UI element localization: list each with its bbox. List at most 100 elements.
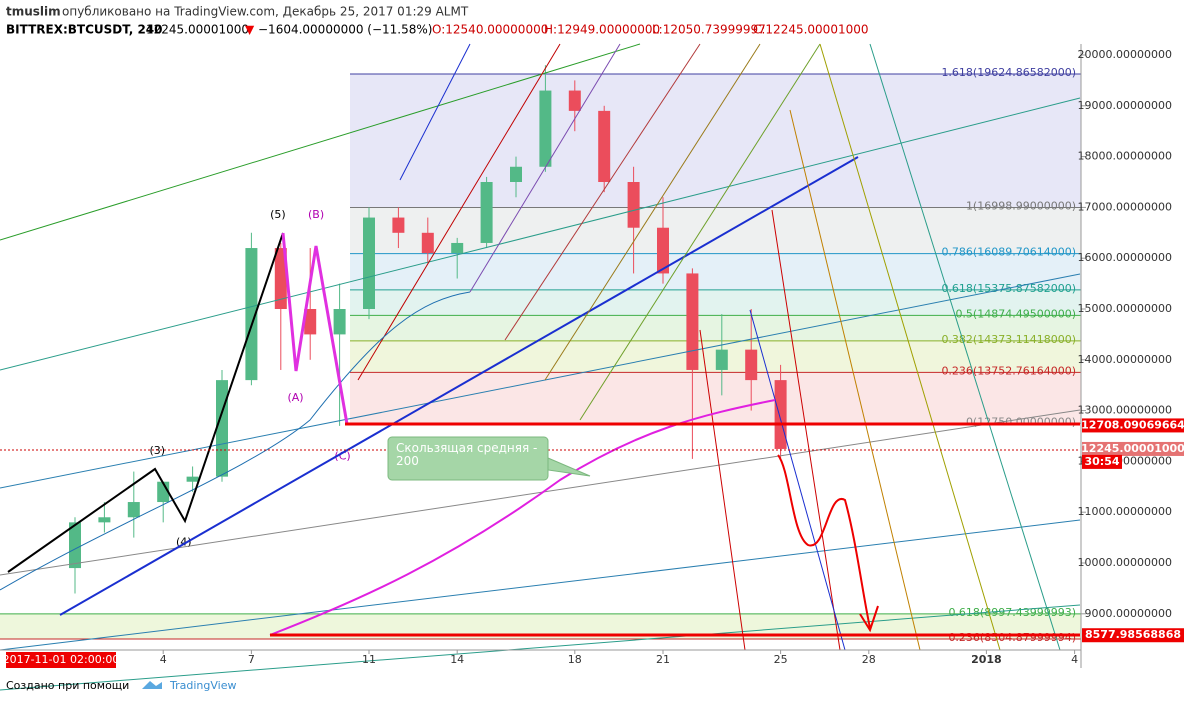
forecast-arrow [777, 454, 871, 629]
pitchfork-line [357, 43, 561, 381]
x-tick-label: 21 [656, 653, 670, 666]
abc-wave [281, 232, 349, 425]
fib-zone [350, 289, 1081, 316]
pitchfork-line [504, 43, 701, 341]
x-tick-label: 14 [450, 653, 464, 666]
pitchfork-line [469, 43, 621, 293]
y-tick-label: 20000.00000000 [1078, 48, 1172, 61]
candle-body [480, 182, 493, 243]
fib-label: 0.382(14373.11418000) [941, 333, 1076, 346]
price-tag-label: 12708.09069664 [1081, 418, 1184, 431]
candle-body [568, 90, 581, 111]
footer-text: Создано при помощи [6, 679, 129, 692]
fib-zone [350, 74, 1081, 208]
callout-wrap: Скользящая средняя - 200 [396, 442, 538, 468]
callout: Скользящая средняя - 200 [387, 436, 591, 481]
candle-body [774, 380, 787, 449]
candle-body [421, 232, 434, 254]
channel-line [0, 519, 1081, 651]
y-tick-label: 15000.00000000 [1078, 302, 1172, 315]
candle-body [392, 217, 405, 233]
open: O:12540.00000000 [432, 23, 548, 37]
fib-label: 0.236(13752.76164000) [941, 364, 1076, 377]
y-tick-label: 16000.00000000 [1078, 251, 1172, 264]
price-tag [1082, 454, 1122, 469]
last-price: 12245.00001000 [146, 23, 249, 37]
fib-label: 1.618(19624.86582000) [941, 66, 1076, 79]
y-tick-label: 13000.00000000 [1078, 404, 1172, 417]
wave-label: (B) [308, 208, 324, 221]
x-tick-label: 7 [248, 653, 255, 666]
fan-line [789, 109, 921, 651]
channel-line [0, 409, 1081, 576]
drawings [0, 43, 1081, 691]
candle-body [186, 476, 199, 482]
fan-line [699, 329, 746, 651]
callout-text: Скользящая средняя - 200 [396, 442, 538, 468]
fan-line [749, 309, 846, 651]
candle-body [451, 242, 464, 254]
price-tag-label: 12245.00001000 [1081, 442, 1184, 455]
candle-body [274, 248, 287, 309]
fib-zone [350, 372, 1081, 424]
candle-body [69, 522, 81, 569]
close: C:12245.00001000 [753, 23, 869, 37]
fib-label: 0(12750.00000000) [966, 415, 1076, 428]
brand[interactable]: TradingView [169, 679, 236, 692]
plot-area: 1.618(19624.86582000) 1(16998.99000000) 0.… [0, 65, 1081, 644]
channel-line [0, 43, 641, 241]
channel-line [0, 273, 1081, 489]
ema-line [0, 291, 471, 591]
candle-body [627, 182, 640, 228]
candle-body [127, 502, 140, 518]
price-axis [1081, 44, 1184, 668]
change: −1604.00000000 (−11.58%) [258, 23, 432, 37]
wave-label: (5) [270, 208, 286, 221]
elliott-wave [7, 232, 284, 573]
x-tick-label: 28 [862, 653, 876, 666]
axes: 20000.00000000 19000.00000000 18000.000000… [3, 48, 1184, 668]
fan-line [771, 209, 841, 651]
symbol: BITTREX:BTCUSDT, 240 [6, 23, 163, 37]
y-tick-label: 9000.00000000 [1085, 607, 1172, 620]
published: опубликовано на TradingView.com, Декабрь… [62, 5, 469, 19]
callout-box [387, 436, 549, 481]
x-tick-label: 18 [568, 653, 582, 666]
candle-body [510, 166, 522, 182]
pitchfork-line [399, 43, 471, 181]
fan-line [869, 43, 1061, 651]
fib-zone [350, 253, 1081, 290]
fib-label: 1(16998.99000000) [966, 199, 1076, 212]
x-tick-label: 4 [1071, 653, 1078, 666]
pitchfork-line [579, 43, 821, 421]
candle-body [363, 217, 375, 309]
ma-200 [269, 399, 776, 636]
x-tick-label: 25 [774, 653, 788, 666]
fan-line [819, 43, 1001, 651]
y-tick-label: 14000.00000000 [1078, 353, 1172, 366]
author[interactable]: tmuslim [6, 5, 61, 19]
y-tick-label: 18000.00000000 [1078, 150, 1172, 163]
candle-body [686, 273, 699, 370]
fib-label: 0.236(8504.87999994) [948, 631, 1076, 644]
fib-label: 0.5(14874.49500000) [955, 307, 1076, 320]
logo [142, 681, 162, 689]
trend-line [59, 156, 859, 616]
y-tick-label: 17000.00000000 [1078, 200, 1172, 213]
y-tick-label: 10000.00000000 [1078, 556, 1172, 569]
candle-body [745, 349, 758, 381]
wave-label: (A) [287, 391, 303, 404]
x-tick-label: 2018 [971, 653, 1002, 666]
candle-body [245, 248, 258, 381]
price-tag-label: 8577.98568868 [1085, 628, 1181, 641]
x-tick-label: 4 [160, 653, 167, 666]
y-tick-label: 19000.00000000 [1078, 99, 1172, 112]
candle-body [657, 227, 669, 274]
crosshair-date: 2017-11-01 02:00:00 [3, 653, 120, 666]
candle-body [216, 380, 228, 477]
price-tag [1082, 441, 1184, 456]
price-tag [1082, 628, 1184, 643]
candle-body [333, 309, 346, 335]
candle-body [98, 517, 111, 523]
